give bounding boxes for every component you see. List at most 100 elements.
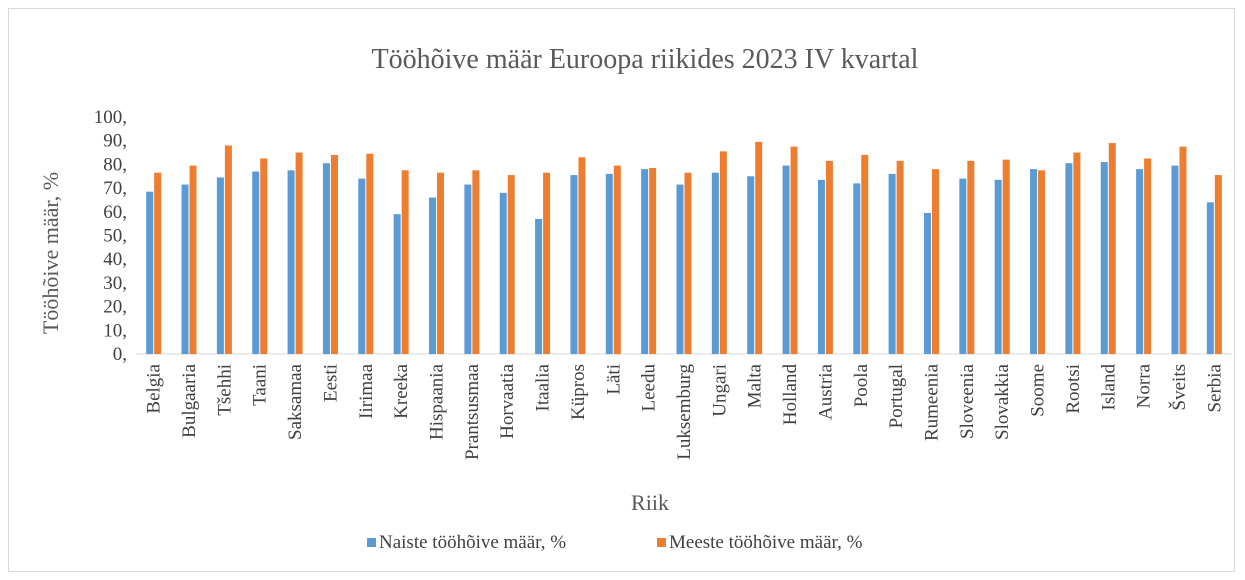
y-tick-label: 60, <box>103 202 127 223</box>
bar-women <box>1065 163 1073 354</box>
x-tick-label: Austria <box>815 363 836 420</box>
bar-women <box>605 173 613 354</box>
bar-women <box>358 178 366 354</box>
x-tick-label: Taani <box>250 364 271 406</box>
x-tick-label: Bulgaaria <box>179 363 200 437</box>
bar-women <box>994 179 1002 354</box>
x-tick-label: Serbia <box>1204 363 1225 412</box>
bar-women <box>676 184 684 354</box>
x-tick-label: Hispaania <box>427 363 448 440</box>
x-tick-label: Kreeka <box>391 363 412 418</box>
bar-women <box>535 218 543 354</box>
x-tick-label: Soome <box>1028 364 1049 417</box>
x-tick-label: Portugal <box>886 364 907 428</box>
bar-men <box>967 160 975 354</box>
x-tick-label: Slovakkia <box>992 363 1013 440</box>
bar-men <box>1108 143 1116 354</box>
bar-men <box>578 157 586 354</box>
bar-women <box>287 170 295 354</box>
bar-women <box>429 197 437 354</box>
x-axis-title: Riik <box>631 490 669 515</box>
x-tick-label: Rumeenia <box>921 363 942 441</box>
x-tick-label: Belgia <box>144 363 165 413</box>
bar-men <box>719 151 727 354</box>
bar-women <box>959 178 967 354</box>
bar-men <box>896 160 904 354</box>
bar-men <box>224 145 232 354</box>
bar-men <box>295 152 303 354</box>
bar-women <box>888 173 896 354</box>
x-tick-label: Malta <box>745 363 766 408</box>
bar-women <box>711 172 719 354</box>
bar-men <box>1073 152 1081 354</box>
bar-women <box>1171 165 1179 354</box>
bar-women <box>923 212 931 354</box>
bar-men <box>649 167 657 354</box>
y-tick-label: 30, <box>103 273 127 294</box>
bar-women <box>853 183 861 354</box>
y-tick-label: 0, <box>113 344 127 365</box>
bar-women <box>1136 169 1144 354</box>
bar-men <box>1002 159 1010 354</box>
bar-men <box>401 170 409 354</box>
bar-men <box>472 170 480 354</box>
x-tick-label: Sloveenia <box>957 363 978 438</box>
legend-swatch-women <box>367 538 376 547</box>
x-tick-label: Rootsi <box>1063 364 1084 414</box>
x-tick-label: Norra <box>1134 363 1155 408</box>
bar-men <box>931 169 939 354</box>
y-tick-labels: 0, 10,20, 30, 40,50, 60, 70, 80,90, 100, <box>94 107 127 365</box>
x-tick-label: Ungari <box>709 364 730 417</box>
x-tick-label: Horvaatia <box>497 363 518 438</box>
bar-men <box>260 158 268 354</box>
y-tick-label: 70, <box>103 178 127 199</box>
y-tick-label: 80, <box>103 154 127 175</box>
x-tick-label: Saksamaa <box>285 363 306 440</box>
x-tick-label: Küpros <box>568 364 589 420</box>
legend: Naiste tööhõive määr, % Meeste tööhõive m… <box>367 532 863 553</box>
y-tick-label: 50, <box>103 226 127 247</box>
bar-women <box>817 179 825 354</box>
chart-title: Tööhõive määr Euroopa riikides 2023 IV k… <box>372 44 919 75</box>
x-tick-label: Šveits <box>1168 364 1190 410</box>
y-tick-label: 20, <box>103 297 127 318</box>
y-tick-label: 100, <box>94 107 127 128</box>
bar-women <box>181 184 189 354</box>
bar-women <box>747 176 755 354</box>
bar-men <box>189 165 197 354</box>
x-tick-label: Luksemburg <box>674 364 695 460</box>
y-tick-label: 40, <box>103 249 127 270</box>
legend-label-women: Naiste tööhõive määr, % <box>379 532 566 553</box>
bar-women <box>1030 169 1038 354</box>
bar-men <box>861 154 869 354</box>
bar-women <box>216 177 224 354</box>
x-tick-label: Poola <box>851 363 872 407</box>
x-tick-label: Itaalia <box>533 363 554 411</box>
bar-men <box>437 172 445 354</box>
bar-men <box>507 175 515 354</box>
bar-women <box>782 165 790 354</box>
bar-women <box>393 214 401 354</box>
bar-men <box>613 165 621 354</box>
bar-women <box>146 191 154 354</box>
bar-men <box>755 141 763 354</box>
bar-women <box>499 192 507 354</box>
x-tick-label: Tšehhi <box>214 364 235 416</box>
bar-men <box>1214 175 1222 354</box>
bar-men <box>543 172 551 354</box>
x-tick-label: Prantsusmaa <box>462 363 483 460</box>
y-tick-label: 10, <box>103 320 127 341</box>
bar-men <box>790 146 798 354</box>
legend-swatch-men <box>657 538 666 547</box>
y-tick-label: 90, <box>103 131 127 152</box>
bar-men <box>1144 158 1152 354</box>
bar-women <box>570 175 578 354</box>
bar-women <box>641 169 649 354</box>
bar-men <box>1179 146 1187 354</box>
bars <box>146 141 1222 354</box>
x-tick-label: Läti <box>603 364 624 395</box>
x-tick-label: Iirimaa <box>356 363 377 418</box>
bar-men <box>825 160 833 354</box>
bar-men <box>366 153 374 354</box>
